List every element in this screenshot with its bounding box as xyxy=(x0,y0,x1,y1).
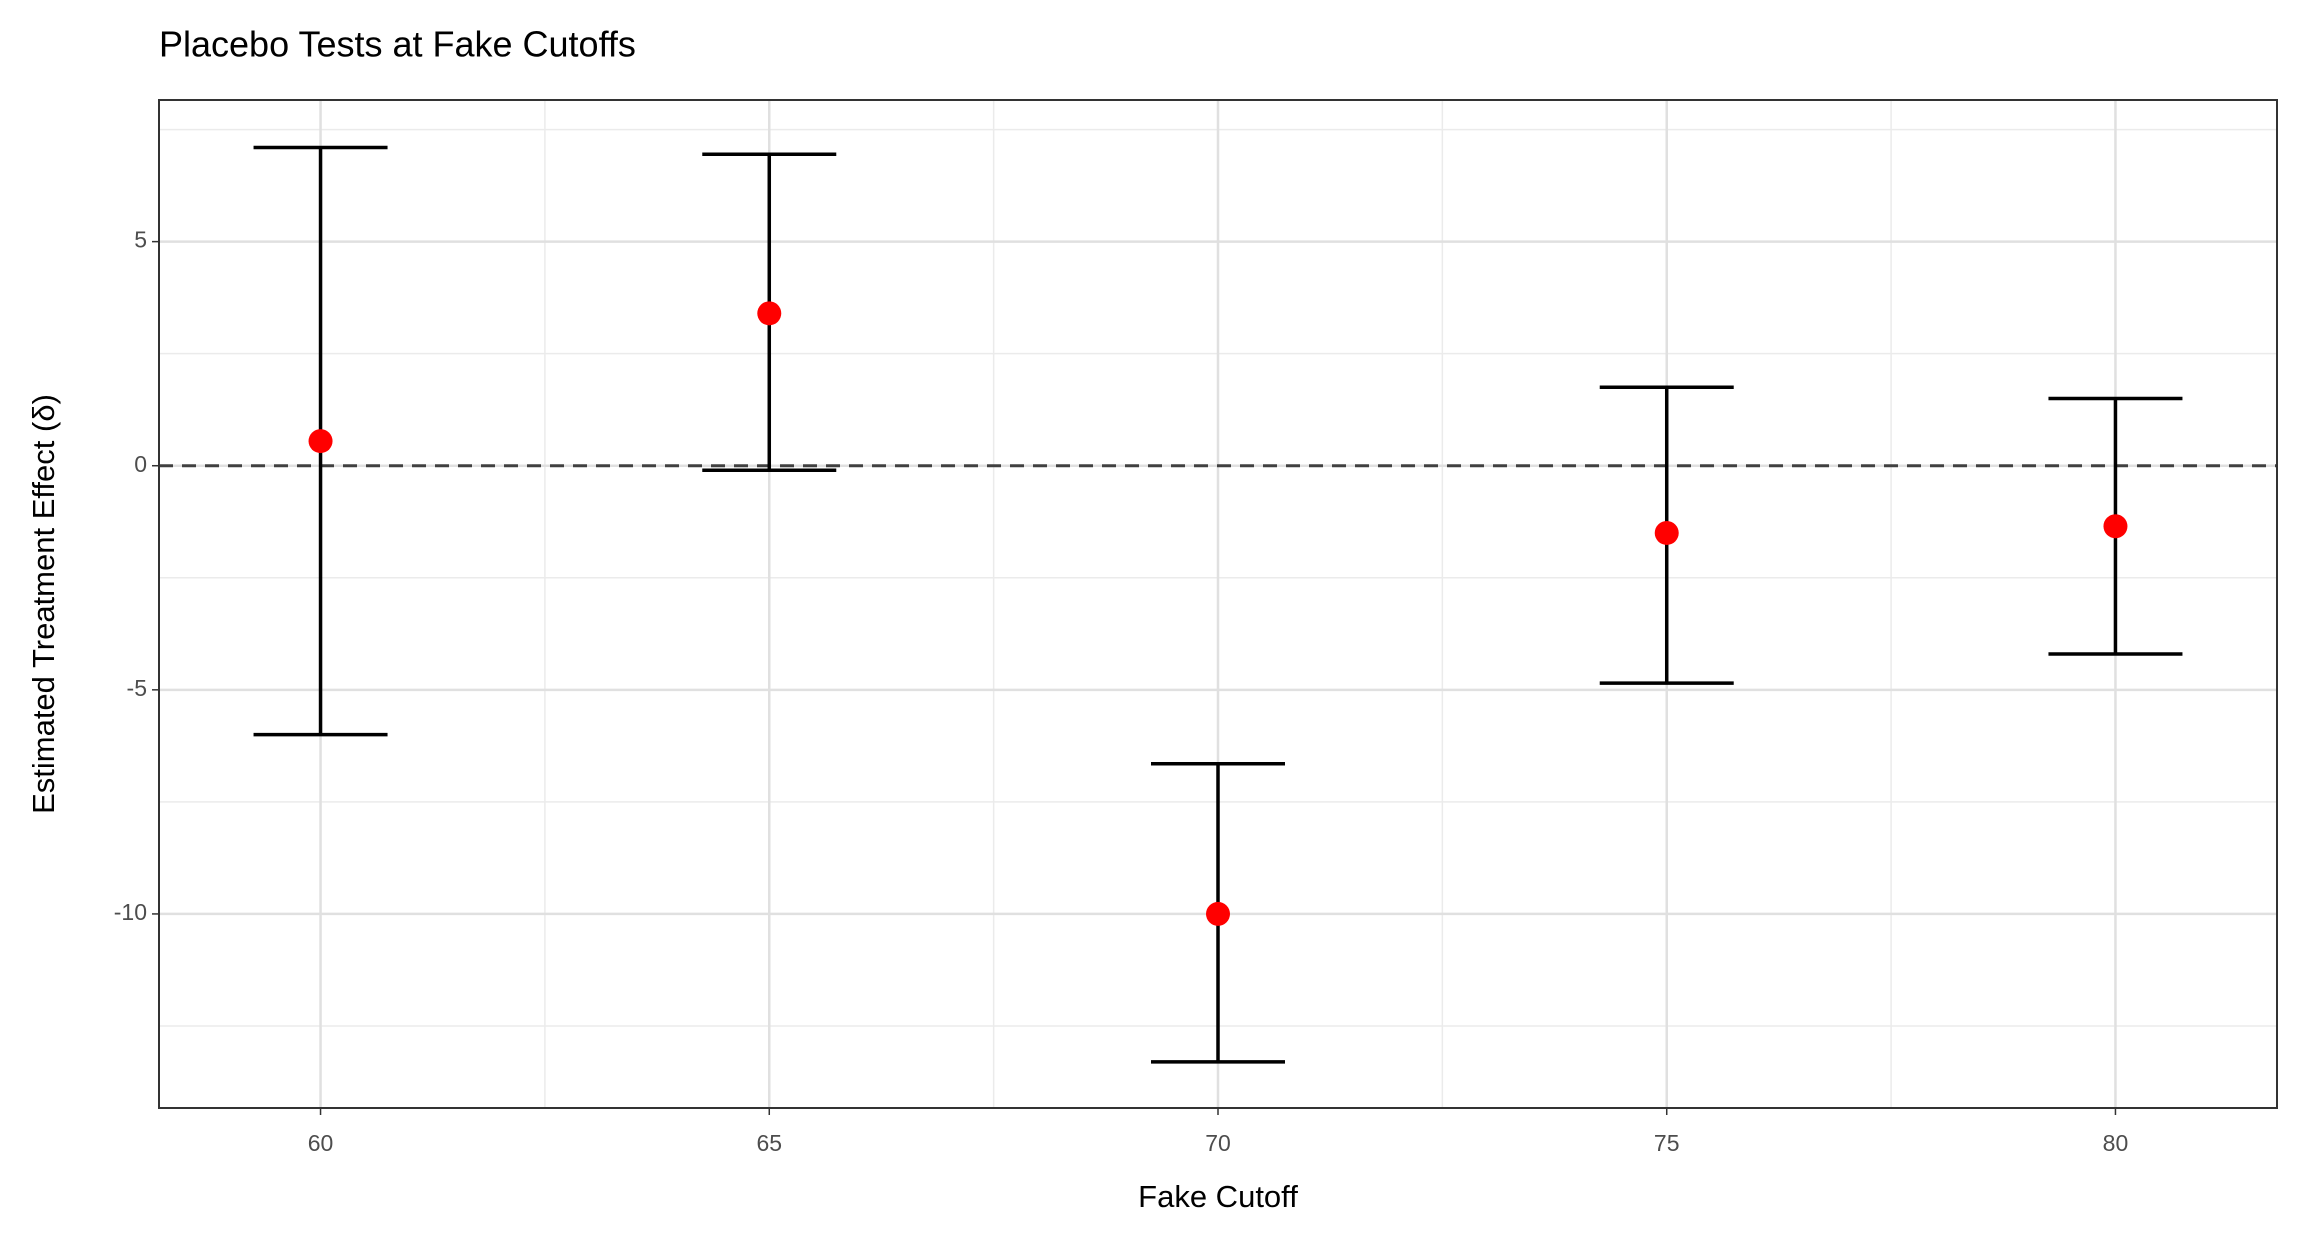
plot-area: 60 65 70 75 80 -10 -5 0 5 xyxy=(114,99,2278,1156)
x-axis-label: Fake Cutoff xyxy=(1138,1179,1298,1214)
point xyxy=(2103,514,2128,539)
y-tick-label: 0 xyxy=(134,451,147,477)
point xyxy=(757,301,782,326)
chart-title: Placebo Tests at Fake Cutoffs xyxy=(159,24,636,65)
y-tick-label: 5 xyxy=(134,227,147,253)
point xyxy=(1654,520,1679,545)
y-tick-label: -10 xyxy=(114,899,147,925)
y-axis-label: Estimated Treatment Effect (δ) xyxy=(26,394,61,814)
x-tick-label: 75 xyxy=(1654,1130,1680,1156)
point xyxy=(308,429,333,454)
x-tick-label: 80 xyxy=(2103,1130,2129,1156)
point xyxy=(1206,901,1230,926)
x-tick-label: 70 xyxy=(1205,1130,1231,1156)
y-tick-label: -5 xyxy=(127,675,147,701)
panel-border xyxy=(158,99,2278,1109)
x-tick-label: 65 xyxy=(756,1130,782,1156)
x-tick-label: 60 xyxy=(308,1130,334,1156)
